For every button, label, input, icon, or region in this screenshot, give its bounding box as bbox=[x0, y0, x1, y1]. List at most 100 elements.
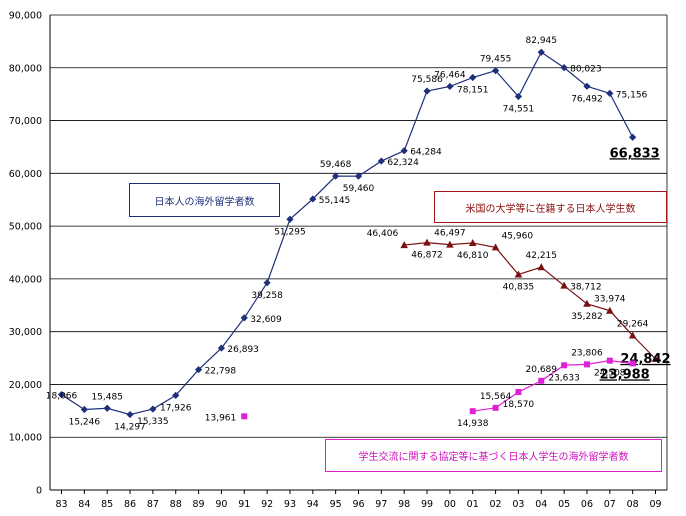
data-label: 23,806 bbox=[571, 348, 603, 358]
data-point bbox=[354, 172, 363, 180]
data-point bbox=[629, 360, 636, 367]
data-label: 64,284 bbox=[410, 148, 442, 158]
x-tick-label: 00 bbox=[444, 499, 456, 510]
data-label: 22,798 bbox=[205, 367, 237, 377]
data-label: 76,492 bbox=[571, 94, 603, 104]
data-label: 40,835 bbox=[503, 282, 535, 292]
y-tick-label: 50,000 bbox=[9, 222, 42, 233]
x-tick-label: 93 bbox=[284, 499, 296, 510]
x-tick-label: 05 bbox=[558, 499, 570, 510]
data-point bbox=[537, 48, 545, 56]
data-point bbox=[491, 243, 500, 251]
data-point bbox=[286, 215, 294, 223]
data-label: 23,988 bbox=[600, 367, 650, 382]
y-tick-label: 10,000 bbox=[9, 433, 42, 444]
data-point bbox=[240, 314, 248, 322]
data-label: 39,258 bbox=[251, 291, 283, 301]
x-tick-label: 02 bbox=[490, 499, 502, 510]
y-tick-label: 90,000 bbox=[9, 11, 42, 22]
data-label: 46,810 bbox=[457, 251, 489, 261]
data-label: 55,145 bbox=[319, 196, 351, 206]
data-point bbox=[332, 172, 340, 180]
data-label: 32,609 bbox=[250, 315, 282, 325]
data-label: 15,246 bbox=[69, 418, 101, 428]
data-point bbox=[583, 82, 591, 90]
data-point bbox=[492, 404, 499, 411]
data-point bbox=[469, 73, 477, 82]
data-point bbox=[103, 404, 111, 412]
data-point bbox=[423, 238, 431, 246]
data-label: 15,335 bbox=[137, 417, 169, 427]
data-label: 80,023 bbox=[570, 65, 602, 75]
data-label: 82,945 bbox=[526, 36, 558, 46]
y-tick-label: 80,000 bbox=[9, 63, 42, 74]
data-label: 15,564 bbox=[480, 392, 512, 402]
x-tick-label: 89 bbox=[193, 499, 205, 510]
data-point bbox=[560, 64, 568, 72]
x-tick-label: 83 bbox=[55, 499, 67, 510]
series-label-us-universities: 米国の大学等に在籍する日本人学生数 bbox=[434, 191, 667, 223]
x-tick-label: 94 bbox=[307, 499, 319, 510]
data-point bbox=[469, 408, 476, 415]
x-tick-label: 09 bbox=[649, 499, 661, 510]
x-tick-label: 95 bbox=[330, 499, 342, 510]
data-point bbox=[606, 357, 613, 364]
data-label: 15,485 bbox=[91, 392, 123, 402]
data-point bbox=[263, 279, 271, 287]
data-label: 76,464 bbox=[434, 70, 466, 80]
data-point bbox=[423, 87, 431, 95]
data-label: 79,455 bbox=[480, 55, 512, 65]
data-point bbox=[446, 82, 454, 91]
y-tick-label: 20,000 bbox=[9, 380, 42, 391]
data-label: 62,324 bbox=[387, 158, 419, 168]
data-point bbox=[377, 157, 385, 165]
data-point bbox=[583, 299, 591, 307]
x-tick-label: 07 bbox=[604, 499, 616, 510]
data-label: 29,264 bbox=[617, 320, 649, 330]
data-point bbox=[651, 354, 660, 362]
data-point bbox=[446, 240, 454, 248]
data-point bbox=[80, 405, 88, 414]
data-label: 26,893 bbox=[227, 345, 259, 355]
x-tick-label: 92 bbox=[261, 499, 273, 510]
data-point bbox=[515, 388, 522, 395]
x-tick-label: 87 bbox=[147, 499, 159, 510]
data-label: 59,460 bbox=[343, 184, 375, 194]
data-label: 24,842 bbox=[620, 352, 670, 367]
data-point bbox=[606, 89, 614, 97]
data-point bbox=[194, 366, 203, 374]
data-point bbox=[538, 377, 545, 384]
y-tick-label: 70,000 bbox=[9, 116, 42, 127]
y-tick-label: 60,000 bbox=[9, 169, 42, 180]
data-label: 75,156 bbox=[616, 90, 648, 100]
data-label: 14,297 bbox=[114, 423, 146, 433]
data-point bbox=[149, 405, 157, 413]
x-tick-label: 88 bbox=[170, 499, 182, 510]
data-label: 24,508 bbox=[594, 369, 626, 379]
data-point bbox=[57, 391, 66, 399]
data-point bbox=[241, 413, 248, 420]
series-1: 46,406 46,872 46,497 46,810 45,960 40,835 42,2… bbox=[367, 229, 671, 367]
data-label: 46,497 bbox=[434, 229, 466, 239]
series-line bbox=[404, 242, 656, 360]
x-tick-label: 90 bbox=[215, 499, 227, 510]
data-point bbox=[491, 67, 500, 75]
data-label: 46,406 bbox=[367, 229, 399, 239]
data-label: 42,215 bbox=[526, 251, 558, 261]
data-point bbox=[606, 306, 614, 314]
data-label: 35,282 bbox=[571, 312, 603, 322]
x-tick-label: 03 bbox=[512, 499, 524, 510]
data-label: 23,633 bbox=[548, 373, 580, 383]
data-point bbox=[583, 361, 590, 368]
data-point bbox=[468, 238, 477, 246]
x-tick-label: 96 bbox=[352, 499, 364, 510]
x-tick-label: 06 bbox=[581, 499, 593, 510]
series-label-overseas-students: 日本人の海外留学者数 bbox=[129, 183, 280, 217]
data-point bbox=[537, 263, 546, 271]
data-point bbox=[628, 331, 637, 339]
x-tick-label: 98 bbox=[398, 499, 410, 510]
data-label: 13,961 bbox=[205, 413, 237, 423]
